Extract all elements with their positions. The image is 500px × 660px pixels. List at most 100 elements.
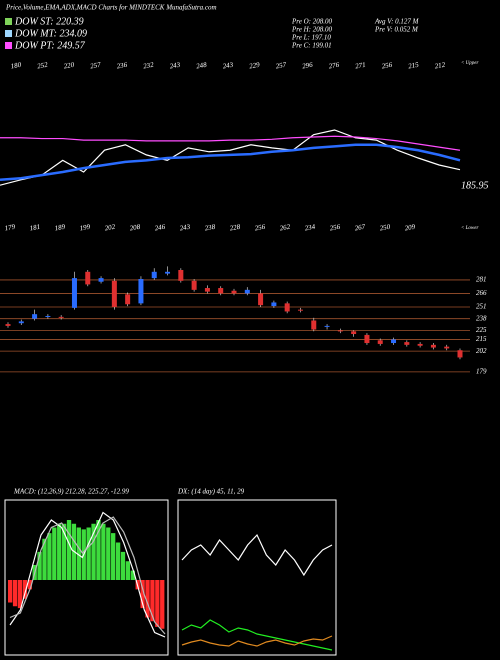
histogram-bar: [115, 542, 121, 580]
y-tick-label: 266: [476, 289, 487, 297]
macd-frame: [4, 499, 169, 656]
top-label: 236: [116, 61, 128, 71]
bottom-label: 199: [79, 223, 91, 233]
histogram-bar: [96, 520, 101, 580]
info: Pre V: 0.052 M: [374, 26, 419, 34]
bottom-label: 267: [354, 223, 366, 233]
histogram-bar: [106, 527, 111, 580]
series-line: [0, 129, 461, 186]
series-line: [9, 511, 166, 638]
histogram-bar: [61, 523, 67, 580]
y-tick-label: 251: [476, 303, 487, 311]
y-tick-label: 215: [476, 335, 487, 343]
top-label: 212: [434, 61, 446, 71]
bottom-label: 202: [104, 223, 116, 233]
candle-body: [58, 316, 64, 318]
top-label: 296: [302, 61, 314, 71]
candle-body: [45, 315, 51, 317]
bottom-label: 256: [254, 223, 266, 233]
bottom-label: 234: [304, 223, 316, 233]
adx-label: DX: (14 day) 45, 11, 29: [177, 488, 245, 496]
histogram-bar: [130, 570, 135, 580]
bottom-label: 181: [29, 223, 41, 233]
legend-label: DOW MT: 234.09: [14, 28, 87, 39]
candle-body: [18, 321, 24, 324]
candle-body: [404, 342, 410, 345]
histogram-bar: [155, 580, 160, 627]
candle-body: [151, 271, 157, 279]
top-label: 252: [37, 61, 49, 71]
histogram-bar: [91, 523, 96, 580]
candle-body: [244, 289, 250, 294]
candle-body: [231, 290, 237, 294]
bottom-label: 179: [4, 223, 16, 233]
histogram-bar: [42, 538, 47, 580]
top-label: 257: [275, 61, 287, 71]
series-line: [181, 635, 333, 647]
histogram-bar: [12, 580, 18, 607]
bottom-label: 228: [229, 223, 241, 233]
top-label: 271: [355, 61, 367, 71]
title: Price,Volume,EMA,ADX,MACD Charts for MIN…: [5, 4, 217, 12]
candle-body: [71, 278, 77, 308]
histogram-bar: [47, 533, 52, 580]
candle-body: [5, 324, 11, 326]
candle-body: [337, 330, 343, 332]
bottom-label: 262: [279, 223, 291, 233]
bottom-label: 208: [129, 223, 141, 233]
histogram-bar: [101, 523, 106, 580]
last-price: 185.95: [461, 180, 489, 191]
top-label: 257: [90, 61, 102, 71]
top-label: 232: [143, 61, 155, 71]
candle-body: [284, 303, 290, 312]
info: Pre C: 199.01: [291, 42, 332, 50]
histogram-bar: [160, 580, 165, 629]
candle-body: [218, 288, 224, 294]
candle-body: [417, 343, 423, 346]
legend-swatch: [5, 18, 12, 25]
bottom-label: 256: [329, 223, 341, 233]
bottom-label: 250: [379, 223, 391, 233]
legend-swatch: [5, 42, 12, 49]
info: Pre H: 208.00: [291, 26, 332, 34]
histogram-bar: [8, 580, 13, 603]
info: Pre L: 197.10: [291, 34, 331, 42]
histogram-bar: [57, 523, 62, 580]
candle-body: [391, 339, 397, 344]
top-label: 256: [381, 61, 393, 71]
legend-label: DOW ST: 220.39: [14, 16, 84, 27]
candle-body: [351, 331, 357, 335]
info: Avg V: 0.127 M: [374, 18, 420, 26]
y-tick-label: 202: [476, 347, 487, 355]
y-tick-label: 238: [476, 314, 487, 322]
upper-label: < Upper: [461, 61, 478, 66]
top-label: 243: [169, 61, 181, 71]
histogram-bar: [140, 580, 145, 609]
candle-body: [85, 271, 91, 285]
top-label: 276: [328, 61, 340, 71]
histogram-bar: [111, 533, 116, 580]
histogram-bar: [22, 580, 28, 599]
y-tick-label: 179: [476, 367, 487, 375]
candle-body: [32, 314, 38, 319]
candle-body: [165, 271, 171, 274]
histogram-bar: [52, 527, 57, 580]
histogram-bar: [37, 551, 42, 580]
histogram-bar: [145, 580, 150, 618]
histogram-bar: [66, 520, 72, 580]
candle-body: [98, 278, 104, 282]
candle-body: [444, 346, 450, 349]
bottom-label: 189: [54, 223, 66, 233]
bottom-label: 243: [179, 223, 191, 233]
candle-body: [258, 293, 264, 306]
series-line: [181, 619, 333, 651]
histogram-bar: [120, 551, 126, 580]
candle-body: [377, 340, 383, 344]
y-tick-label: 225: [476, 326, 487, 334]
candle-body: [191, 280, 197, 290]
legend-label: DOW PT: 249.57: [14, 40, 86, 51]
candle-body: [311, 320, 317, 330]
top-label: 215: [408, 61, 420, 71]
series-line: [9, 516, 166, 635]
